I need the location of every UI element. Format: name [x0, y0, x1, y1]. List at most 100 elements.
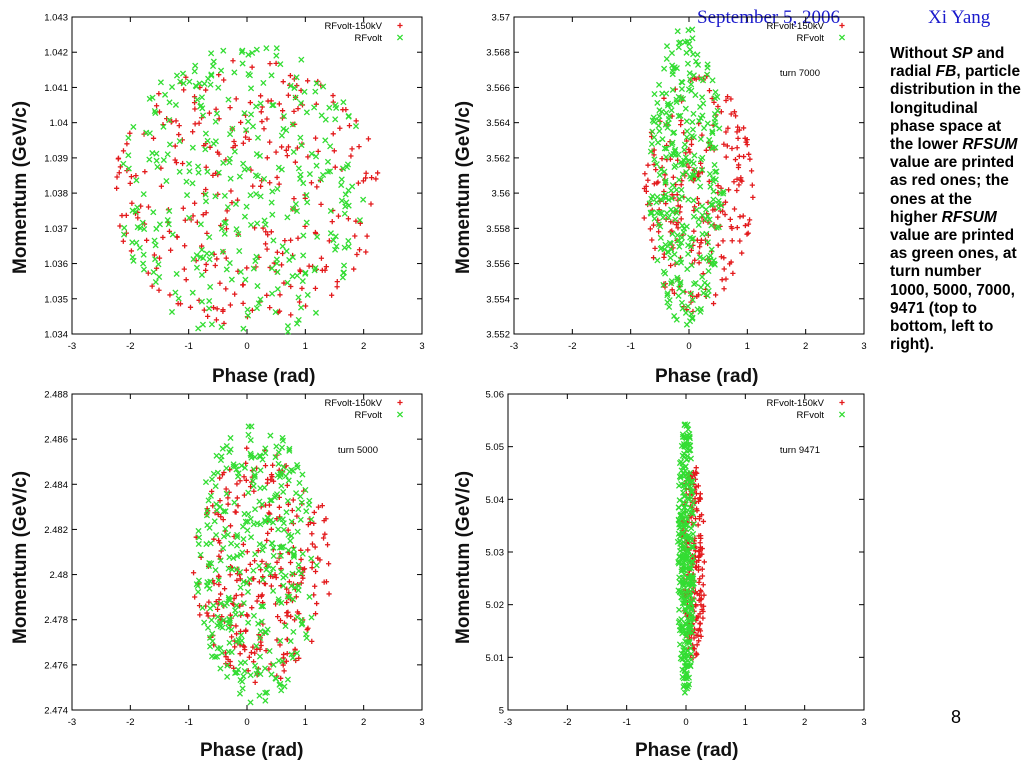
- data-point-green: [157, 79, 164, 86]
- data-point-red: [682, 173, 688, 179]
- data-point-green: [217, 665, 224, 672]
- data-point-green: [245, 619, 252, 626]
- data-point-red: [669, 192, 675, 198]
- data-point-green: [270, 237, 277, 244]
- data-point-red: [241, 492, 247, 498]
- data-point-red: [280, 250, 286, 257]
- data-point-green: [685, 547, 692, 554]
- data-point-red: [216, 597, 222, 603]
- data-point-green: [295, 587, 302, 594]
- data-point-green: [251, 471, 258, 478]
- data-point-green: [224, 673, 231, 680]
- data-point-green: [680, 559, 687, 566]
- data-point-red: [695, 564, 702, 570]
- data-point-red: [699, 214, 705, 220]
- data-point-red: [363, 175, 369, 181]
- data-point-red: [345, 216, 351, 222]
- data-point-green: [278, 599, 285, 606]
- data-point-red: [246, 654, 252, 660]
- data-point-green: [685, 674, 693, 681]
- data-point-green: [225, 596, 232, 603]
- data-point-green: [221, 230, 228, 237]
- data-point-green: [651, 156, 658, 163]
- data-point-red: [238, 612, 244, 618]
- data-point-red: [695, 171, 701, 177]
- data-point-green: [240, 536, 247, 543]
- data-point-green: [198, 246, 205, 253]
- data-point-red: [334, 279, 340, 285]
- data-point-green: [668, 206, 675, 213]
- data-point-red: [312, 544, 318, 550]
- data-point-green: [699, 212, 706, 219]
- data-point-red: [697, 628, 704, 634]
- data-point-green: [689, 315, 696, 322]
- data-point-red: [695, 173, 702, 179]
- data-point-green: [278, 568, 285, 575]
- data-point-green: [689, 612, 696, 619]
- data-point-green: [681, 663, 688, 670]
- data-point-red: [748, 168, 755, 174]
- data-point-green: [225, 96, 232, 103]
- data-point-green: [202, 191, 209, 198]
- data-point-red: [695, 614, 701, 620]
- data-point-red: [744, 142, 750, 148]
- data-point-green: [686, 40, 693, 48]
- data-point-red: [284, 636, 291, 643]
- data-point-red: [255, 593, 262, 600]
- data-point-green: [209, 638, 216, 645]
- data-point-red: [191, 100, 198, 106]
- data-point-red: [216, 151, 222, 157]
- data-point-green: [683, 621, 690, 628]
- data-point-red: [684, 161, 690, 167]
- data-point-red: [720, 238, 726, 244]
- data-point-red: [320, 535, 327, 541]
- data-point-red: [257, 93, 264, 99]
- data-point-green: [236, 639, 243, 646]
- data-point-red: [649, 237, 655, 243]
- data-point-red: [738, 177, 744, 183]
- data-point-red: [677, 284, 683, 290]
- data-point-green: [706, 216, 713, 223]
- data-point-green: [230, 463, 237, 470]
- data-point-green: [688, 262, 695, 269]
- data-point-red: [233, 623, 239, 629]
- data-point-green: [647, 148, 654, 155]
- data-point-green: [208, 72, 215, 79]
- data-point-green: [718, 202, 725, 209]
- data-point-red: [309, 541, 316, 547]
- data-point-red: [275, 309, 281, 316]
- data-point-green: [680, 580, 687, 587]
- data-point-green: [324, 168, 331, 175]
- data-point-red: [203, 186, 209, 193]
- data-point-red: [718, 109, 724, 115]
- data-point-red: [669, 287, 675, 293]
- x-tick-label: 3: [419, 717, 424, 728]
- data-point-green: [684, 671, 691, 678]
- data-point-green: [686, 628, 693, 635]
- data-point-red: [697, 544, 704, 551]
- data-point-green: [682, 154, 689, 161]
- data-point-green: [654, 99, 661, 106]
- data-point-red: [679, 565, 686, 572]
- data-point-green: [290, 628, 297, 635]
- data-point-red: [746, 151, 752, 157]
- data-point-red: [696, 597, 702, 604]
- description-text: and radial: [890, 45, 1005, 81]
- data-point-red: [203, 603, 209, 609]
- data-point-green: [253, 46, 260, 53]
- data-point-green: [680, 675, 687, 682]
- data-point-green: [224, 662, 231, 669]
- data-point-green: [680, 594, 687, 601]
- data-point-green: [140, 251, 147, 258]
- data-point-red: [692, 548, 698, 554]
- data-point-green: [681, 667, 688, 675]
- data-point-red: [305, 78, 311, 84]
- data-point-red: [145, 204, 152, 210]
- data-point-red: [685, 472, 691, 478]
- data-point-red: [703, 147, 709, 153]
- data-point-red: [303, 303, 309, 309]
- data-point-red: [282, 463, 288, 469]
- data-point-green: [243, 203, 250, 210]
- data-point-red: [337, 125, 343, 131]
- data-point-green: [151, 237, 158, 244]
